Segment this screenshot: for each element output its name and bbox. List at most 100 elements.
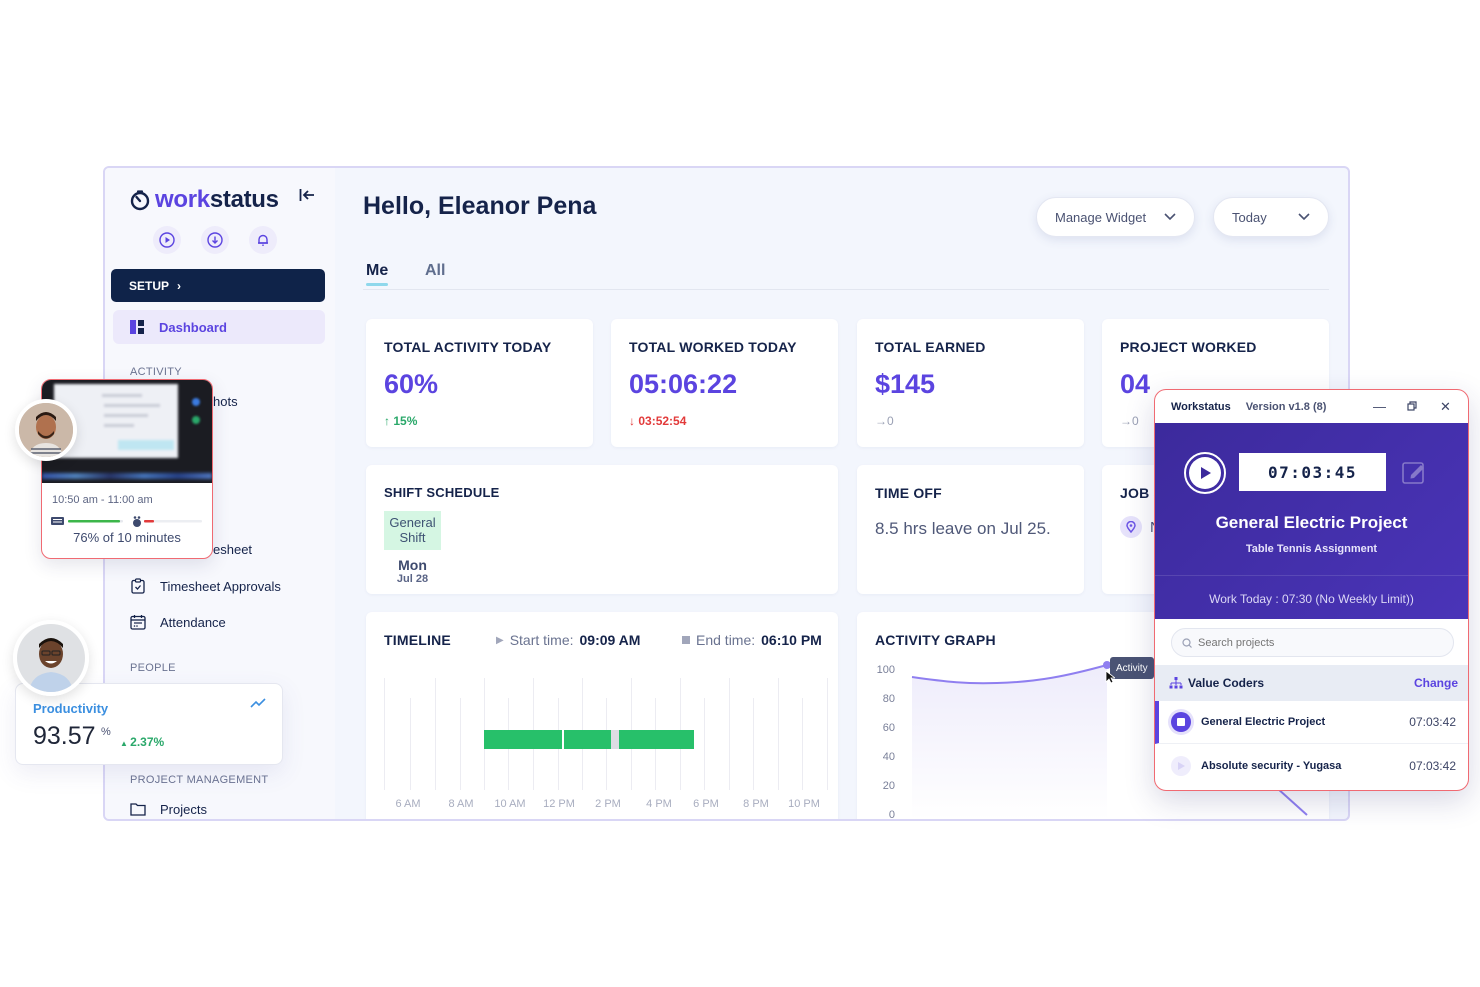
arrow-right-icon: → bbox=[1120, 414, 1132, 428]
axis-label: 6 AM bbox=[395, 798, 421, 810]
timeline-card: TIMELINE ▶ Start time: 09:09 AM End time… bbox=[366, 612, 838, 819]
search-icon bbox=[1182, 637, 1192, 648]
stat-value: 60% bbox=[384, 369, 439, 399]
stopwatch-icon bbox=[130, 190, 150, 211]
card-title: TOTAL ACTIVITY TODAY bbox=[384, 339, 552, 355]
timeline-segment[interactable] bbox=[484, 730, 562, 749]
triangle-up-icon: ▲ bbox=[120, 739, 131, 748]
current-task: Table Tennis Assignment bbox=[1245, 543, 1378, 555]
start-time-label: Start time: bbox=[509, 632, 574, 648]
widget-timer-panel: 07:03:45 General Electric Project Table … bbox=[1155, 423, 1468, 619]
play-icon bbox=[1201, 467, 1211, 479]
card-title: TIME OFF bbox=[875, 485, 942, 501]
employee-avatar[interactable] bbox=[13, 620, 89, 696]
project-name: General Electric Project bbox=[1201, 716, 1326, 728]
trend-up-icon bbox=[250, 698, 266, 708]
time-off-card: TIME OFF 8.5 hrs leave on Jul 25. bbox=[857, 465, 1084, 594]
delta-value: 2.37% bbox=[130, 735, 165, 749]
bell-icon[interactable] bbox=[249, 226, 277, 254]
folder-icon bbox=[130, 801, 146, 817]
activity-bars bbox=[50, 514, 206, 527]
axis-label: 6 PM bbox=[693, 798, 719, 810]
stop-icon[interactable] bbox=[1171, 712, 1191, 732]
play-triangle-icon: ▶ bbox=[496, 634, 504, 646]
shift-chip[interactable]: General Shift bbox=[384, 511, 441, 550]
sidebar-item-timesheet-approvals[interactable]: Timesheet Approvals bbox=[130, 578, 281, 594]
project-row[interactable]: General Electric Project 07:03:42 bbox=[1155, 701, 1468, 744]
timer-display: 07:03:45 bbox=[1239, 453, 1386, 491]
change-organization-link[interactable]: Change bbox=[1413, 676, 1458, 690]
download-icon[interactable] bbox=[201, 226, 229, 254]
project-name: Absolute security - Yugasa bbox=[1201, 759, 1342, 772]
sidebar-item-timesheet[interactable]: esheet bbox=[213, 542, 252, 557]
card-title: ACTIVITY GRAPH bbox=[875, 632, 996, 648]
sidebar-item-projects[interactable]: Projects bbox=[130, 801, 207, 817]
chevron-down-icon bbox=[1164, 213, 1176, 221]
axis-label: 10 PM bbox=[788, 798, 820, 810]
view-tabs: Me All bbox=[363, 262, 1329, 290]
tab-me[interactable]: Me bbox=[366, 262, 389, 286]
y-tick: 100 bbox=[876, 664, 895, 676]
start-timer-button[interactable] bbox=[1184, 452, 1226, 494]
play-icon[interactable] bbox=[153, 226, 181, 254]
end-time-value: 06:10 PM bbox=[761, 632, 822, 648]
sidebar-item-attendance[interactable]: Attendance bbox=[130, 614, 226, 630]
cursor-icon bbox=[1105, 670, 1115, 684]
timeline-idle-segment[interactable] bbox=[611, 730, 619, 749]
play-icon[interactable] bbox=[1171, 755, 1191, 776]
screenshot-preview-card[interactable]: 10:50 am - 11:00 am 76% of 10 minutes bbox=[41, 379, 213, 559]
minimize-icon[interactable]: — bbox=[1373, 399, 1386, 414]
start-time: ▶ Start time: 09:09 AM bbox=[496, 632, 640, 648]
employee-avatar[interactable] bbox=[15, 399, 77, 461]
current-project: General Electric Project bbox=[1215, 513, 1408, 532]
dashboard-icon bbox=[130, 320, 144, 334]
stat-delta: →0 bbox=[875, 414, 894, 428]
date-filter-dropdown[interactable]: Today bbox=[1213, 197, 1329, 237]
timeline-segment[interactable] bbox=[619, 730, 694, 749]
shift-name: Shift bbox=[399, 530, 426, 545]
card-title: JOB S bbox=[1120, 485, 1164, 501]
productivity-label: Productivity bbox=[33, 701, 109, 716]
chevron-down-icon bbox=[1298, 213, 1310, 221]
card-title: TOTAL EARNED bbox=[875, 339, 986, 355]
delta-value: 15% bbox=[393, 414, 418, 428]
sidebar-item-label: esheet bbox=[213, 542, 253, 557]
screenshot-time-range: 10:50 am - 11:00 am bbox=[52, 494, 153, 506]
stat-delta: ↑ 15% bbox=[384, 414, 417, 428]
project-row[interactable]: Absolute security - Yugasa 07:03:42 bbox=[1155, 744, 1468, 787]
org-chart-icon bbox=[1169, 677, 1183, 689]
restore-icon[interactable] bbox=[1407, 399, 1417, 414]
search-input[interactable] bbox=[1198, 636, 1438, 649]
project-time: 07:03:42 bbox=[1409, 758, 1456, 773]
section-activity: ACTIVITY bbox=[130, 366, 182, 378]
setup-button[interactable]: SETUP › bbox=[111, 269, 325, 302]
productivity-unit: % bbox=[101, 726, 111, 738]
axis-label: 4 PM bbox=[646, 798, 672, 810]
clipboard-check-icon bbox=[130, 578, 146, 594]
card-title: PROJECT WORKED bbox=[1120, 339, 1257, 355]
arrow-right-icon: → bbox=[875, 414, 887, 428]
sidebar-item-screenshots[interactable]: hots bbox=[213, 394, 238, 409]
delta-value: 0 bbox=[887, 414, 894, 428]
work-today: Work Today : 07:30 (No Weekly Limit)) bbox=[1209, 592, 1414, 606]
delta-value: 0 bbox=[1132, 414, 1139, 428]
calendar-icon bbox=[130, 614, 146, 630]
close-icon[interactable]: ✕ bbox=[1440, 399, 1451, 414]
end-time-label: End time: bbox=[696, 632, 756, 648]
tab-all[interactable]: All bbox=[425, 262, 446, 279]
keyboard-icon bbox=[51, 517, 64, 525]
widget-app-name: Workstatus bbox=[1171, 400, 1231, 413]
productivity-value: 93.57 bbox=[33, 722, 96, 750]
edit-icon[interactable] bbox=[1401, 459, 1427, 490]
project-search[interactable] bbox=[1171, 628, 1454, 657]
setup-label: SETUP bbox=[129, 278, 170, 293]
axis-label: 12 PM bbox=[543, 798, 575, 810]
timeline-segment[interactable] bbox=[564, 730, 611, 749]
sidebar-item-dashboard[interactable]: Dashboard bbox=[113, 310, 325, 344]
manage-widget-dropdown[interactable]: Manage Widget bbox=[1036, 197, 1195, 237]
project-time: 07:03:42 bbox=[1409, 715, 1456, 729]
stat-card-activity: TOTAL ACTIVITY TODAY 60% ↑ 15% bbox=[366, 319, 593, 447]
productivity-delta: ▲ 2.37% bbox=[120, 735, 164, 749]
collapse-sidebar-icon[interactable] bbox=[299, 188, 315, 207]
axis-label: 2 PM bbox=[595, 798, 621, 810]
